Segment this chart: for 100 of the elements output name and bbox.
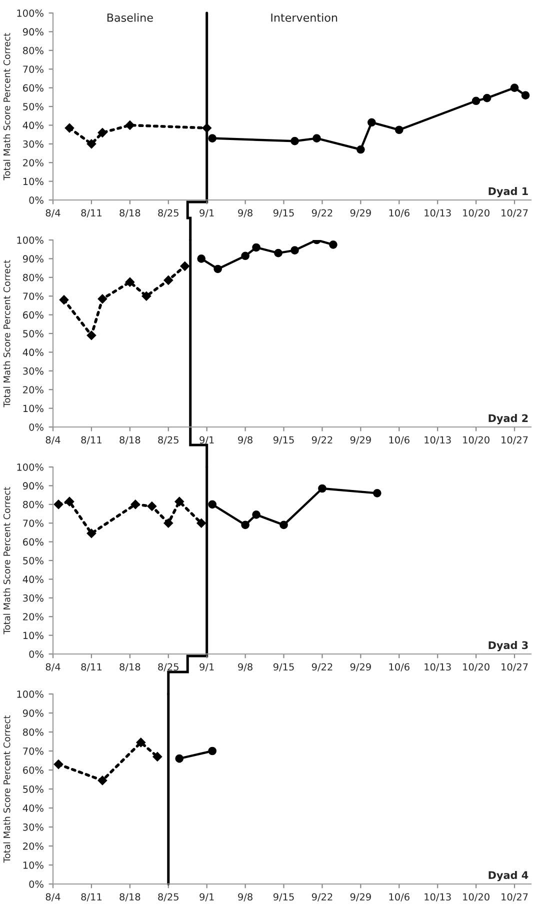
y-axis-title: Total Math Score Percent Correct bbox=[3, 260, 10, 408]
y-tick-label: 60% bbox=[23, 84, 44, 92]
y-tick-label: 90% bbox=[22, 482, 44, 490]
y-tick-label: 90% bbox=[22, 255, 44, 263]
x-tick-label: 9/1 bbox=[200, 663, 214, 672]
x-tick-label: 8/11 bbox=[81, 436, 102, 444]
y-axis-title: Total Math Score Percent Correct bbox=[3, 33, 10, 180]
y-tick-label: 90% bbox=[22, 28, 44, 36]
x-tick-label: 10/27 bbox=[502, 663, 528, 672]
x-tick-label: 10/20 bbox=[463, 893, 490, 902]
x-tick-label: 10/6 bbox=[389, 436, 410, 444]
x-tick-label: 9/15 bbox=[273, 663, 294, 672]
y-axis-title: Total Math Score Percent Correct bbox=[3, 487, 10, 634]
y-tick-label: 80% bbox=[23, 46, 44, 54]
y-tick-label: 0% bbox=[29, 650, 44, 658]
x-tick-label: 8/11 bbox=[81, 893, 102, 902]
x-tick-label: 9/15 bbox=[273, 209, 294, 218]
x-tick-label: 9/22 bbox=[312, 663, 332, 672]
y-tick-label: 100% bbox=[17, 463, 44, 471]
x-tick-label: 8/4 bbox=[46, 209, 60, 218]
x-tick-label: 10/13 bbox=[424, 893, 451, 902]
y-tick-label: 20% bbox=[23, 386, 44, 394]
x-tick-label: 9/15 bbox=[273, 893, 294, 902]
y-tick-label: 30% bbox=[23, 367, 44, 375]
x-tick-label: 10/20 bbox=[463, 663, 490, 672]
y-tick-label: 80% bbox=[23, 500, 44, 508]
x-tick-label: 9/1 bbox=[200, 209, 214, 218]
y-axis-title: Total Math Score Percent Correct bbox=[3, 716, 10, 863]
y-tick-label: 40% bbox=[22, 348, 44, 356]
x-tick-label: 10/20 bbox=[463, 209, 490, 218]
x-tick-label: 8/11 bbox=[81, 663, 102, 672]
x-tick-label: 9/1 bbox=[200, 893, 214, 902]
y-tick-label: 30% bbox=[23, 594, 44, 602]
y-tick-label: 90% bbox=[22, 709, 44, 717]
x-tick-label: 10/6 bbox=[389, 663, 410, 672]
y-tick-label: 100% bbox=[17, 236, 44, 244]
y-tick-label: 70% bbox=[23, 747, 44, 755]
y-tick-label: 0% bbox=[29, 880, 44, 888]
x-tick-label: 8/25 bbox=[158, 209, 178, 218]
y-tick-label: 0% bbox=[29, 196, 44, 204]
x-tick-label: 8/4 bbox=[46, 436, 60, 444]
annotation: Baseline bbox=[107, 13, 153, 22]
x-tick-label: 9/1 bbox=[200, 436, 214, 444]
y-tick-label: 70% bbox=[23, 66, 44, 73]
y-tick-label: 60% bbox=[23, 766, 44, 774]
x-tick-label: 10/20 bbox=[463, 436, 490, 444]
y-tick-label: 20% bbox=[23, 159, 44, 166]
x-tick-label: 9/8 bbox=[238, 663, 252, 672]
x-tick-label: 9/22 bbox=[312, 436, 332, 444]
x-tick-label: 9/8 bbox=[238, 893, 252, 902]
x-tick-label: 8/25 bbox=[158, 893, 178, 902]
y-tick-label: 50% bbox=[23, 102, 44, 110]
x-tick-label: 10/13 bbox=[424, 663, 451, 672]
x-tick-label: 8/18 bbox=[120, 436, 140, 444]
y-tick-label: 20% bbox=[23, 613, 44, 620]
y-tick-label: 60% bbox=[23, 311, 44, 319]
x-tick-label: 9/22 bbox=[312, 209, 332, 218]
y-tick-label: 10% bbox=[23, 632, 44, 640]
x-tick-label: 10/6 bbox=[389, 209, 410, 218]
x-tick-label: 9/15 bbox=[273, 436, 294, 444]
annotation: Dyad 1 bbox=[488, 187, 528, 198]
x-tick-label: 9/22 bbox=[312, 893, 332, 902]
annotation: Dyad 2 bbox=[488, 414, 528, 424]
x-tick-label: 9/29 bbox=[350, 893, 371, 902]
y-tick-label: 50% bbox=[23, 556, 44, 564]
x-tick-label: 8/18 bbox=[120, 663, 140, 672]
y-tick-label: 50% bbox=[23, 785, 44, 793]
y-tick-label: 30% bbox=[23, 823, 44, 831]
x-tick-label: 9/29 bbox=[350, 663, 371, 672]
x-tick-label: 9/29 bbox=[350, 209, 371, 218]
annotation: Dyad 3 bbox=[488, 641, 528, 652]
y-tick-label: 40% bbox=[22, 804, 44, 812]
x-tick-label: 8/4 bbox=[46, 893, 60, 902]
x-tick-label: 9/8 bbox=[238, 436, 252, 444]
x-tick-label: 10/27 bbox=[502, 893, 528, 902]
y-tick-label: 20% bbox=[23, 842, 44, 850]
x-tick-label: 8/11 bbox=[81, 209, 102, 218]
y-tick-label: 80% bbox=[23, 274, 44, 282]
y-tick-label: 0% bbox=[29, 423, 44, 431]
annotation: Dyad 4 bbox=[488, 870, 528, 882]
x-tick-label: 8/25 bbox=[158, 663, 178, 672]
x-tick-label: 9/29 bbox=[350, 436, 371, 444]
x-tick-label: 10/13 bbox=[424, 436, 451, 444]
y-tick-label: 50% bbox=[23, 330, 44, 338]
y-tick-label: 10% bbox=[23, 178, 44, 186]
x-tick-label: 9/8 bbox=[238, 209, 252, 218]
x-tick-label: 10/6 bbox=[389, 893, 410, 902]
y-tick-label: 40% bbox=[22, 122, 44, 130]
y-tick-label: 10% bbox=[23, 861, 44, 869]
x-tick-label: 8/18 bbox=[120, 209, 140, 218]
annotation: Intervention bbox=[271, 13, 338, 22]
y-tick-label: 10% bbox=[23, 404, 44, 412]
y-tick-label: 70% bbox=[23, 292, 44, 300]
x-tick-label: 8/4 bbox=[46, 663, 60, 672]
y-tick-label: 30% bbox=[23, 140, 44, 148]
y-tick-label: 80% bbox=[23, 728, 44, 736]
y-tick-label: 40% bbox=[22, 576, 44, 584]
x-tick-label: 10/27 bbox=[502, 436, 528, 444]
x-tick-label: 10/27 bbox=[502, 209, 528, 218]
x-tick-label: 10/13 bbox=[424, 209, 451, 218]
